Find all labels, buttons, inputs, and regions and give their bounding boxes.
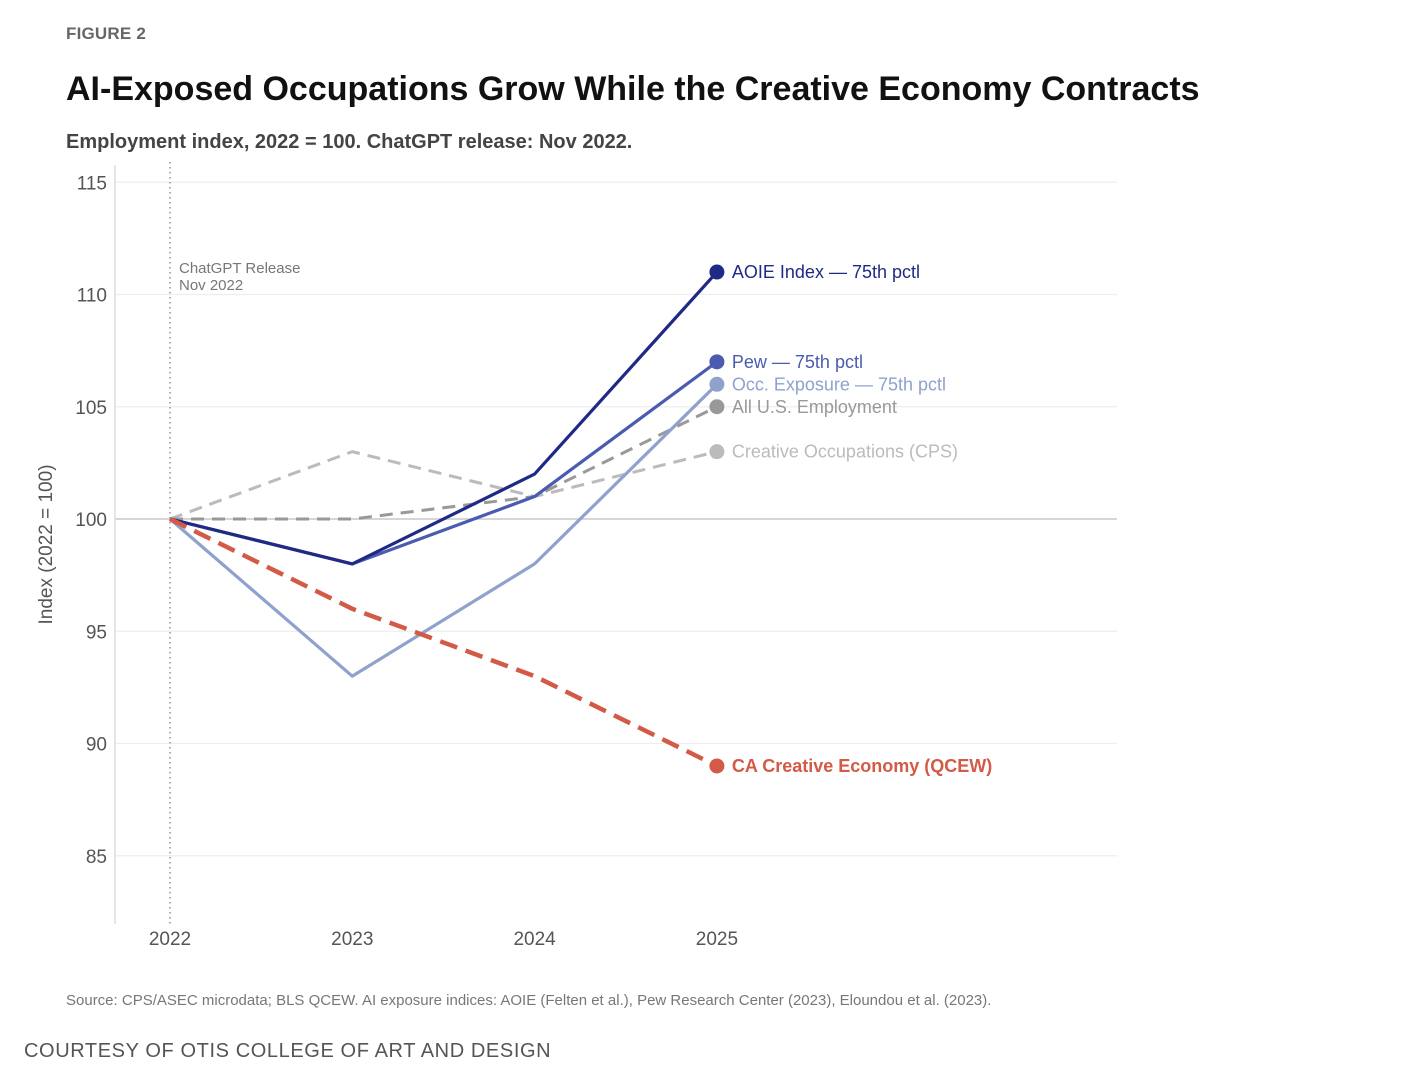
x-tick-label: 2025: [696, 929, 738, 950]
series-label: CA Creative Economy (QCEW): [732, 756, 992, 776]
y-tick-label: 115: [77, 173, 107, 194]
chart-subtitle: Employment index, 2022 = 100. ChatGPT re…: [66, 131, 633, 153]
series-end-marker: [709, 354, 725, 370]
series-label: Pew — 75th pctl: [732, 352, 863, 372]
series-end-marker: [709, 444, 725, 460]
y-tick-label: 95: [86, 622, 107, 643]
x-tick-label: 2022: [149, 929, 191, 950]
x-tick-label: 2024: [513, 929, 556, 950]
courtesy-credit: COURTESY OF OTIS COLLEGE OF ART AND DESI…: [24, 1040, 552, 1062]
y-tick-label: 110: [77, 286, 107, 307]
chart-title: AI-Exposed Occupations Grow While the Cr…: [66, 70, 1200, 108]
series-labels: Creative Occupations (CPS) All U.S. Emplo…: [732, 262, 992, 776]
y-tick-label: 90: [86, 735, 107, 756]
series-line: [168, 383, 719, 678]
series-line: [169, 270, 719, 566]
chatgpt-release-annotation: ChatGPT Release: [179, 260, 300, 277]
series-line: [169, 516, 718, 768]
y-tick-label: 85: [86, 847, 107, 868]
series-end-marker: [709, 376, 725, 392]
y-axis-title: Index (2022 = 100): [36, 464, 57, 624]
series-end-marker: [709, 758, 725, 774]
series-label: Occ. Exposure — 75th pctl: [732, 374, 946, 394]
gridlines: [115, 181, 1117, 857]
y-tick-label: 100: [75, 510, 107, 531]
series-end-marker: [709, 264, 725, 280]
series-end-marker: [709, 399, 725, 415]
series-label: Creative Occupations (CPS): [732, 442, 958, 462]
figure-label: FIGURE 2: [66, 24, 147, 43]
y-tick-label: 105: [75, 398, 107, 419]
source-note: Source: CPS/ASEC microdata; BLS QCEW. AI…: [66, 992, 992, 1009]
series-line: [170, 405, 718, 521]
series-label: AOIE Index — 75th pctl: [732, 262, 920, 282]
x-tick-label: 2023: [331, 929, 373, 950]
chatgpt-release-annotation: Nov 2022: [179, 277, 243, 294]
series-lines: [168, 264, 725, 774]
series-label: All U.S. Employment: [732, 397, 897, 417]
axes: 85 90 95 100 105 110 115 Index (2022 = 100) 2022…: [36, 162, 738, 950]
